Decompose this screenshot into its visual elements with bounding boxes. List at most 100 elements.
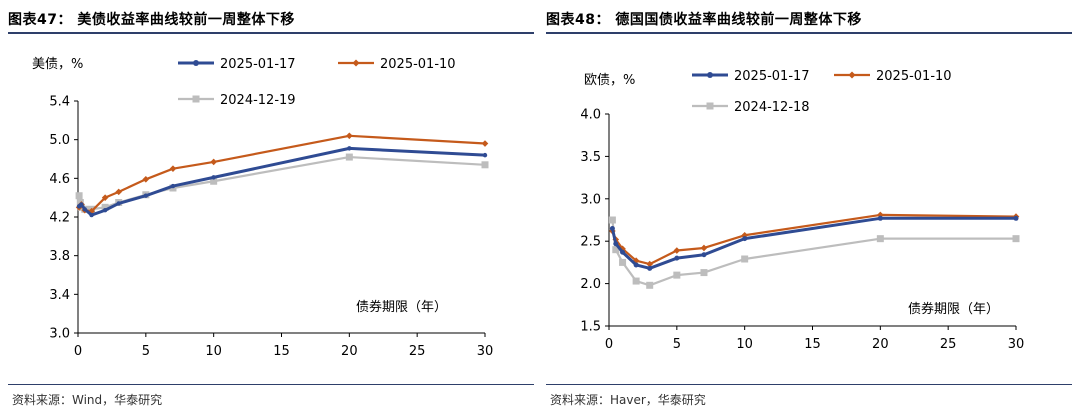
data-point [481, 140, 489, 147]
y-tick-label: 4.0 [580, 108, 601, 123]
source-rule [8, 384, 534, 385]
data-point [647, 265, 653, 271]
x-tick-label: 25 [409, 344, 426, 359]
x-tick-label: 0 [74, 344, 82, 359]
data-point [633, 262, 639, 268]
x-tick-label: 0 [605, 337, 613, 352]
data-point [613, 241, 619, 247]
data-point [211, 175, 216, 180]
data-point [632, 277, 640, 285]
title-rule [546, 32, 1072, 34]
chart-source: 资料来源：Haver，华泰研究 [550, 393, 706, 407]
y-tick-label: 4.6 [49, 172, 70, 187]
x-tick-label: 25 [940, 337, 957, 352]
y-tick-label: 3.8 [49, 249, 70, 264]
y-axis-label: 欧债，% [584, 73, 635, 88]
data-point [609, 225, 615, 231]
data-point [741, 255, 749, 263]
x-axis-label: 债券期限（年） [908, 301, 999, 317]
data-point [619, 258, 627, 266]
title-rule [8, 32, 534, 34]
data-point [620, 249, 626, 255]
data-point [742, 236, 748, 242]
data-point [646, 260, 653, 268]
data-point [101, 203, 109, 211]
y-tick-label: 5.0 [49, 133, 70, 148]
data-point [481, 161, 489, 169]
series-2025-01-17 [609, 215, 1019, 271]
y-tick-label: 2.5 [580, 235, 601, 250]
x-tick-label: 30 [477, 344, 494, 359]
data-point [169, 165, 177, 172]
data-point [646, 281, 654, 289]
legend-label: 2025-01-10 [876, 69, 952, 84]
series-line [611, 213, 1017, 266]
data-point [673, 247, 681, 254]
data-point [347, 146, 352, 151]
data-point [876, 235, 884, 243]
data-point [673, 271, 681, 279]
data-point [210, 177, 218, 185]
data-point [79, 202, 84, 207]
legend-label: 2024-12-19 [220, 93, 296, 108]
data-point [102, 208, 108, 213]
y-tick-label: 5.4 [49, 95, 70, 110]
data-point [608, 216, 616, 224]
chart-source: 资料来源：Wind，华泰研究 [12, 393, 163, 407]
data-point [116, 201, 121, 206]
legend-item: 2025-01-10 [834, 69, 952, 84]
legend-item: 2025-01-10 [338, 57, 456, 72]
data-point [75, 192, 83, 200]
data-point [674, 255, 680, 261]
x-axis-label: 债券期限（年） [356, 299, 447, 315]
legend-marker [707, 72, 713, 78]
legend-marker [193, 60, 199, 66]
legend-marker [706, 102, 714, 110]
source-rule [546, 384, 1072, 385]
series-line [611, 219, 1016, 287]
data-point [1013, 215, 1019, 221]
chart-de-yield-curve: 1.5 2.0 2.5 3.0 3.5 4.0 0 5 10 15 20 25 30 欧债，% 债券期限（年… [580, 69, 1025, 352]
y-tick-label: 3.0 [580, 192, 601, 207]
chart-panel-de: 图表48： 德国国债收益率曲线较前一周整体下移 1.5 2.0 2.5 3.0 3.5 4… [546, 0, 1072, 411]
data-point [101, 194, 109, 201]
data-point [482, 152, 488, 158]
legend-item: 2025-01-17 [178, 57, 296, 72]
legend-label: 2025-01-10 [380, 57, 456, 72]
series-2025-01-10 [75, 132, 489, 215]
x-tick-label: 15 [804, 337, 821, 352]
data-point [82, 207, 87, 212]
x-tick-label: 30 [1008, 337, 1025, 352]
series-2025-01-17 [76, 146, 488, 218]
y-tick-label: 1.5 [580, 320, 601, 335]
x-tick-label: 5 [673, 337, 681, 352]
data-point [632, 257, 640, 265]
legend-item: 2024-12-19 [178, 93, 296, 108]
data-point [88, 207, 95, 215]
x-tick-label: 20 [341, 344, 358, 359]
y-tick-label: 2.0 [580, 277, 601, 292]
data-point [700, 269, 708, 277]
x-tick-label: 20 [872, 337, 889, 352]
x-tick-label: 10 [736, 337, 753, 352]
x-tick-label: 10 [205, 344, 222, 359]
chart-panel-us: 图表47： 美债收益率曲线较前一周整体下移 3.0 3.4 3.8 4.2 4.6 5.0… [8, 0, 534, 411]
series-line [610, 216, 1016, 270]
legend-label: 2025-01-17 [734, 69, 810, 84]
data-point [346, 132, 353, 140]
legend-marker [192, 95, 200, 103]
chart-title: 图表48： 德国国债收益率曲线较前一周整体下移 [546, 12, 862, 28]
data-point [700, 244, 708, 252]
data-point [612, 246, 620, 254]
y-axis-label: 美债，% [32, 57, 83, 72]
data-point [115, 188, 122, 196]
legend-item: 2024-12-18 [692, 100, 810, 115]
chart-title: 图表47： 美债收益率曲线较前一周整体下移 [8, 12, 295, 28]
data-point [877, 215, 883, 221]
data-point [701, 252, 707, 258]
legend-item: 2025-01-17 [692, 69, 810, 84]
x-tick-label: 15 [273, 344, 290, 359]
y-tick-label: 3.5 [580, 150, 601, 165]
x-tick-label: 5 [142, 344, 150, 359]
data-point [142, 176, 150, 183]
